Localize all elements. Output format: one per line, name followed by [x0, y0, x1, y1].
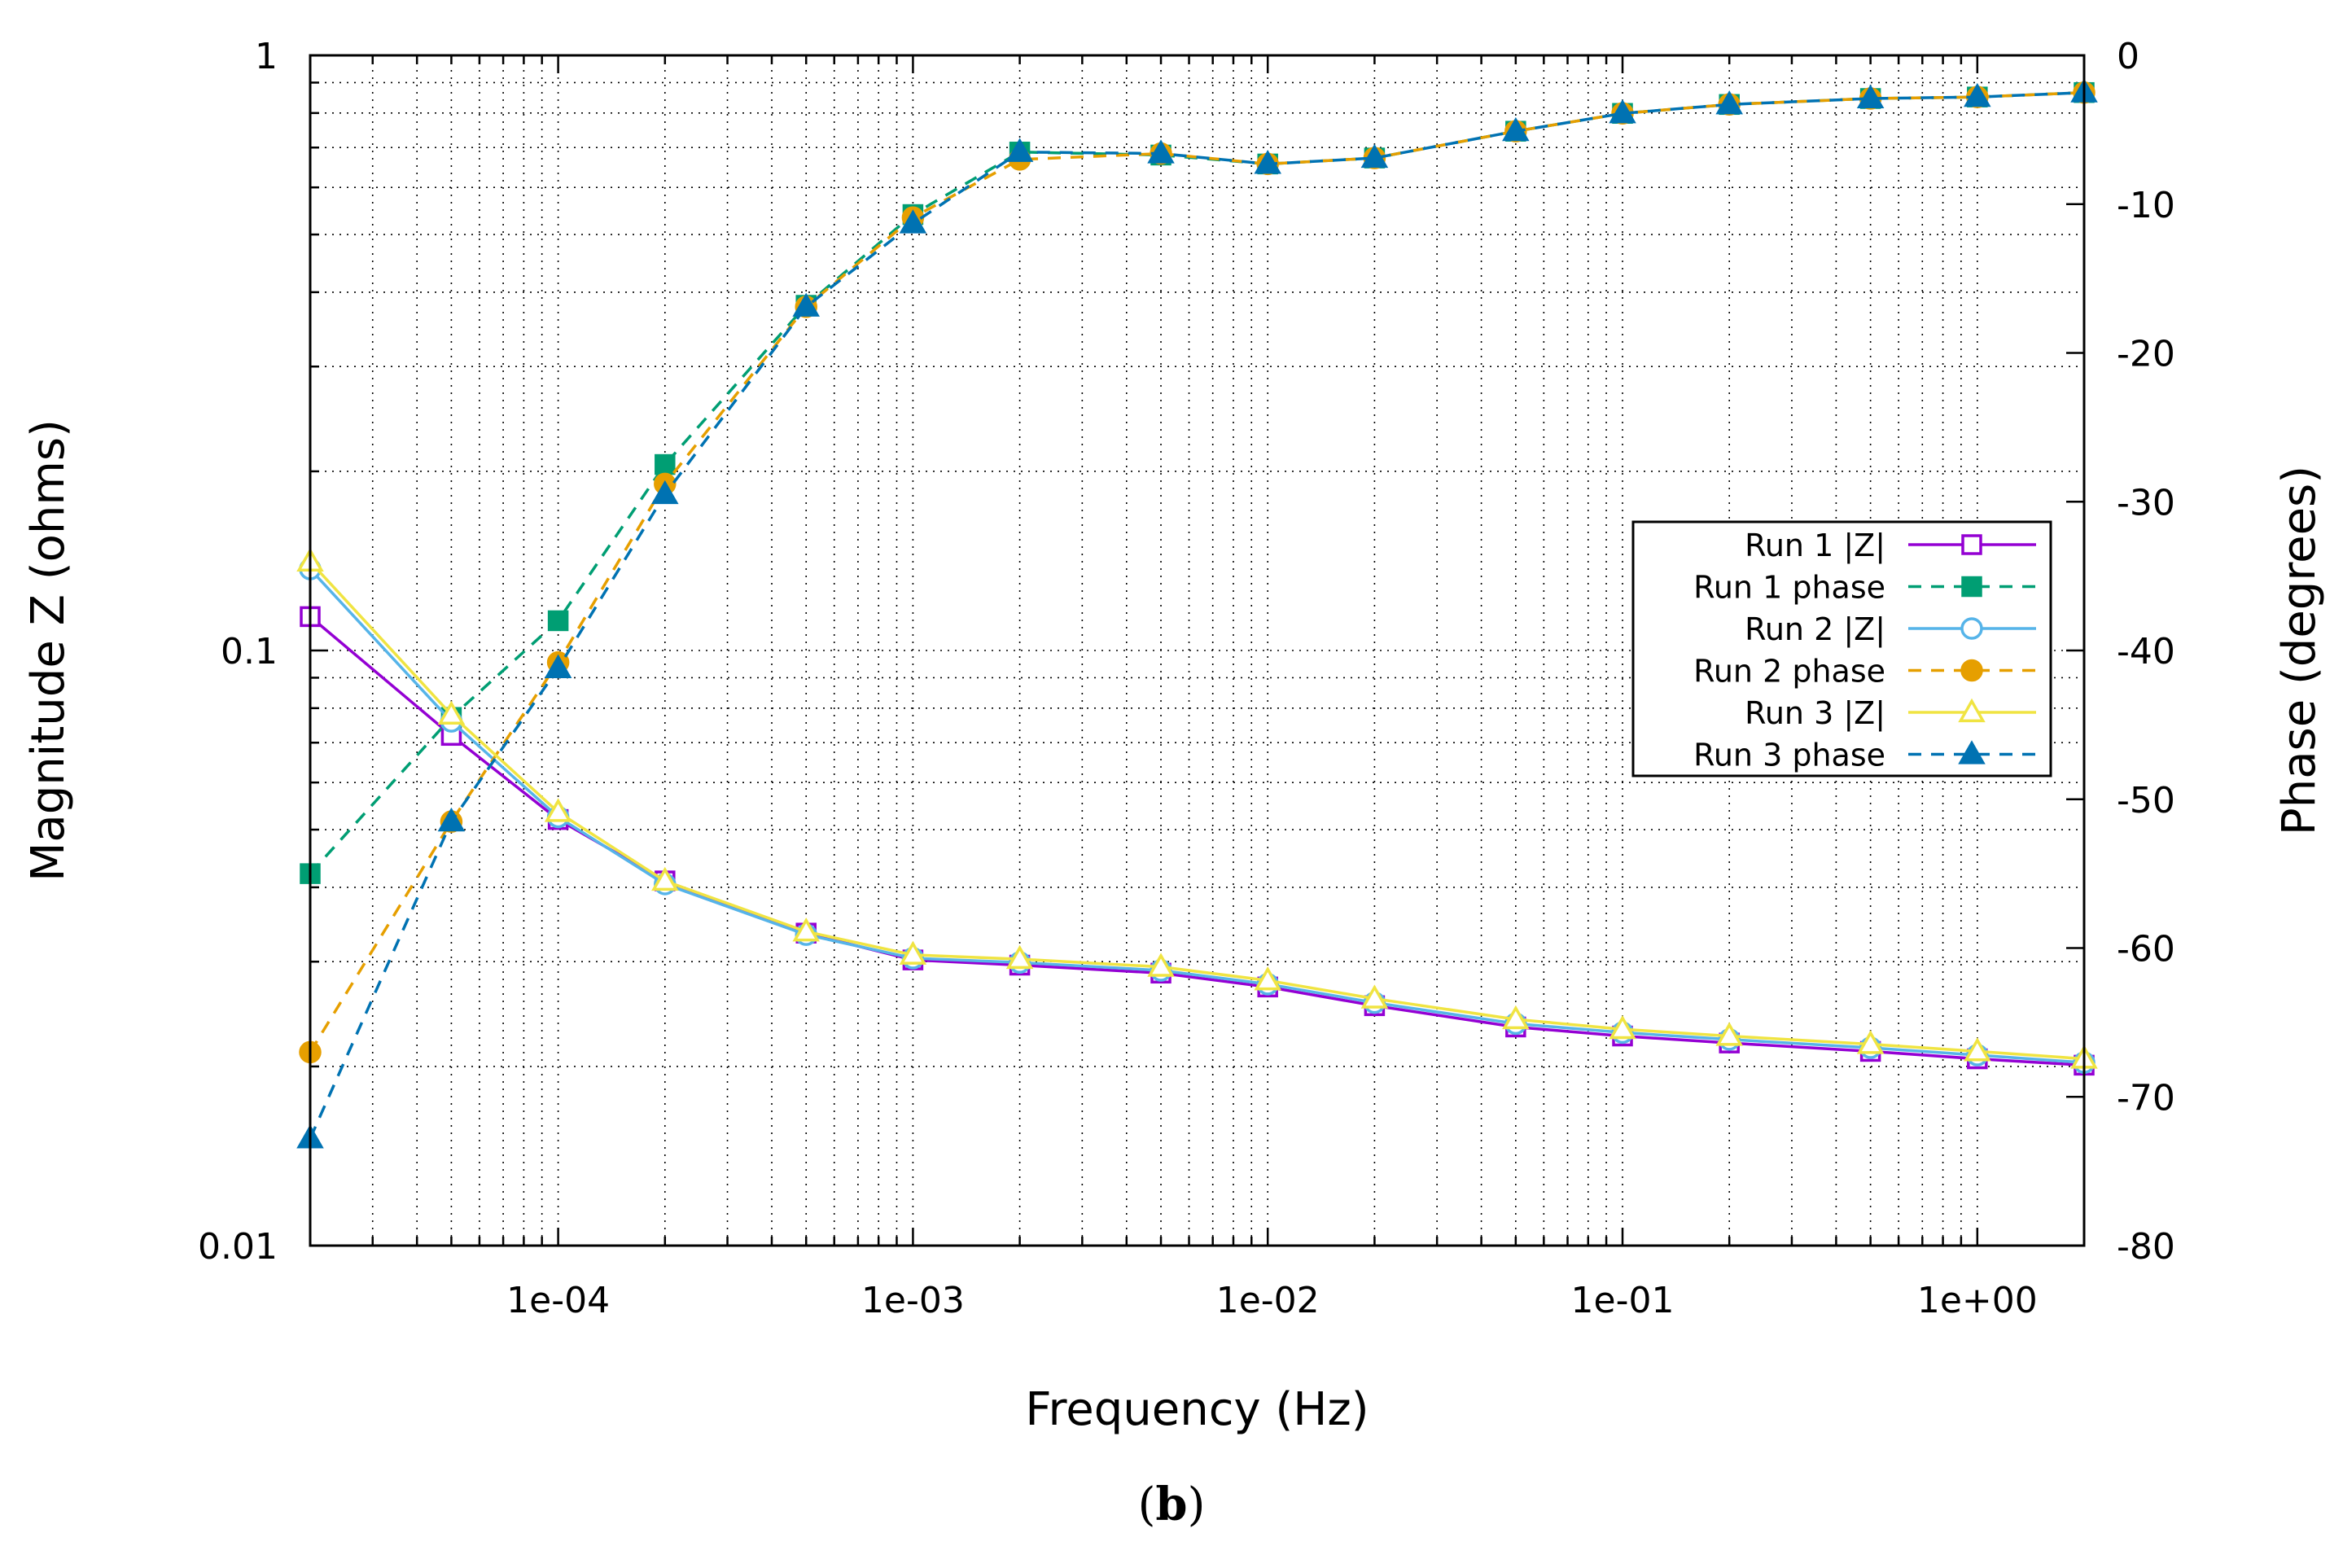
- figure-caption: (b): [0, 1478, 2343, 1531]
- y-right-tick-label: -40: [2117, 631, 2175, 672]
- data-point: [1147, 953, 1175, 977]
- data-point: [1005, 944, 1034, 970]
- data-point: [651, 866, 679, 891]
- legend-label: Run 3 |Z|: [1745, 695, 1885, 732]
- axis-labels: 1e-04 1e-03 1e-02 1e-01 1e+00 0.01 0.1 1 -80 -70 -…: [22, 36, 2326, 1436]
- x-axis-label: Frequency (Hz): [1025, 1383, 1369, 1436]
- caption-letter: b: [1155, 1478, 1188, 1531]
- data-point: [1254, 150, 1281, 174]
- data-point: [1360, 984, 1389, 1009]
- series-line: [309, 567, 2085, 1064]
- caption-open: (: [1137, 1478, 1156, 1531]
- x-tick-label: 1e-02: [1216, 1280, 1320, 1321]
- data-point: [792, 292, 820, 317]
- legend-marker: [1960, 617, 1983, 640]
- data-point: [1502, 1005, 1530, 1030]
- data-point: [544, 654, 572, 678]
- series-run-3-phase: [296, 78, 2098, 1149]
- data-point: [1715, 1022, 1743, 1046]
- data-point: [547, 610, 569, 632]
- legend-marker: [1960, 659, 1983, 682]
- data-point: [1502, 116, 1530, 142]
- data-point: [1609, 99, 1636, 124]
- y-right-tick-label: -80: [2117, 1226, 2175, 1268]
- y-left-axis-label: Magnitude Z (ohms): [22, 419, 75, 882]
- data-point: [1609, 1014, 1636, 1040]
- y-left-tick-label: 1: [255, 36, 278, 77]
- data-point: [655, 453, 676, 475]
- y-left-tick-label: 0.01: [198, 1226, 278, 1268]
- legend-label: Run 2 phase: [1693, 654, 1885, 690]
- legend-label: Run 3 phase: [1693, 738, 1885, 773]
- series-run-3-z: [296, 547, 2098, 1069]
- data-point: [1254, 966, 1281, 991]
- y-right-tick-label: -70: [2117, 1077, 2175, 1119]
- data-point: [1147, 139, 1175, 164]
- data-point: [792, 918, 820, 942]
- y-right-axis-label: Phase (degrees): [2273, 466, 2326, 835]
- legend-box: [1631, 520, 2052, 777]
- data-point: [899, 209, 927, 234]
- plot-frame: [309, 54, 2086, 1247]
- legend-label: Run 2 |Z|: [1745, 611, 1885, 648]
- data-point: [1005, 138, 1034, 162]
- x-tick-label: 1e-04: [506, 1280, 610, 1321]
- series-line: [309, 90, 2085, 1053]
- data-point: [544, 798, 572, 822]
- data-point: [899, 940, 927, 965]
- x-tick-label: 1e-03: [861, 1280, 965, 1321]
- y-right-tick-label: -50: [2117, 780, 2175, 821]
- x-tick-label: 1e+00: [1917, 1280, 2038, 1321]
- y-right-tick-label: -10: [2117, 185, 2175, 226]
- y-right-tick-label: 0: [2117, 36, 2139, 77]
- data-point: [1360, 143, 1389, 169]
- data-point: [651, 480, 679, 505]
- y-right-tick-label: -60: [2117, 929, 2175, 970]
- legend-marker: [1961, 534, 1982, 555]
- data-point: [1964, 82, 1991, 107]
- y-left-tick-label: 0.1: [221, 631, 278, 672]
- data-point: [1715, 90, 1743, 115]
- legend: Run 1 |Z| Run 1 phase Run 2 |Z| Run 2 phase…: [1631, 520, 2052, 777]
- y-right-tick-label: -30: [2117, 482, 2175, 523]
- legend-label: Run 1 phase: [1693, 570, 1885, 606]
- y-right-tick-label: -20: [2117, 334, 2175, 375]
- x-tick-label: 1e-01: [1571, 1280, 1675, 1321]
- caption-close: ): [1187, 1478, 1206, 1531]
- legend-marker: [1958, 740, 1986, 764]
- data-point: [1856, 84, 1885, 109]
- data-point: [1964, 1037, 1991, 1062]
- legend-label: Run 1 |Z|: [1745, 528, 1885, 564]
- data-point: [1856, 1030, 1885, 1054]
- series-line: [309, 560, 2085, 1061]
- legend-marker: [1961, 576, 1982, 598]
- legend-marker: [1958, 698, 1986, 723]
- data-point: [437, 807, 466, 832]
- data-point: [437, 700, 466, 725]
